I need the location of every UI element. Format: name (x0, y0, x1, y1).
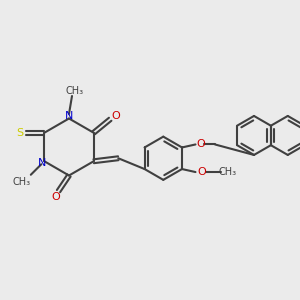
Text: N: N (65, 111, 73, 121)
Text: N: N (38, 158, 46, 168)
Text: O: O (51, 191, 60, 202)
Text: O: O (111, 111, 120, 121)
Text: CH₃: CH₃ (13, 177, 31, 187)
Text: O: O (196, 140, 205, 149)
Text: CH₃: CH₃ (65, 85, 83, 96)
Text: S: S (16, 128, 23, 138)
Text: O: O (198, 167, 206, 177)
Text: CH₃: CH₃ (219, 167, 237, 177)
